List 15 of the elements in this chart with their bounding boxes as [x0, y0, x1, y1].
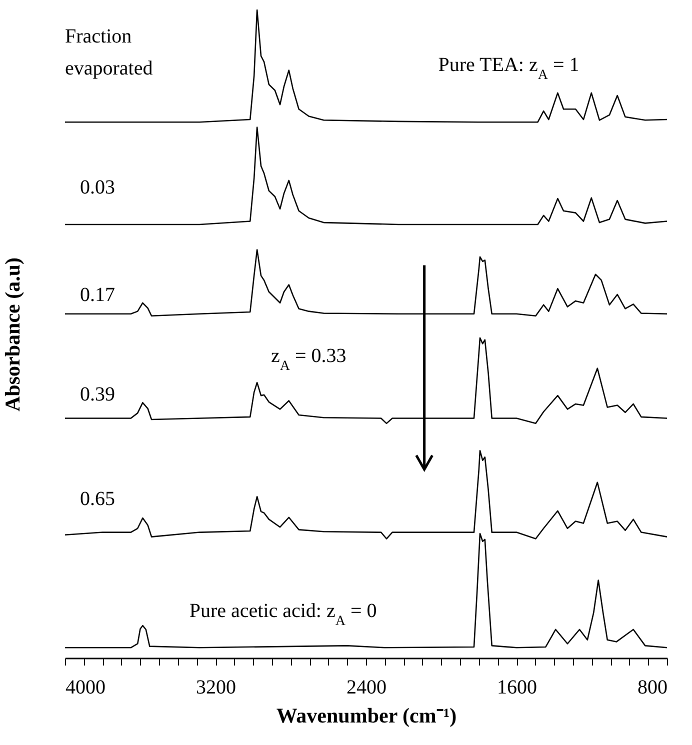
- series-label: 0.17: [80, 284, 116, 306]
- series-label: Pure TEA: z$_{A}$ = 1: [438, 54, 580, 82]
- annotation: Fraction evaporated: [65, 25, 153, 80]
- series-label: 0.03: [80, 176, 116, 198]
- series-label: 0.65: [80, 488, 116, 510]
- x-tick-label: 3200: [196, 676, 236, 698]
- x-tick-label: 1600: [497, 676, 537, 698]
- y-axis-title: Absorbance (a.u): [0, 257, 24, 412]
- x-tick-label: 4000: [66, 676, 106, 698]
- x-tick-label: 2400: [346, 676, 386, 698]
- series-label: Pure acetic acid: z$_{A}$ = 0: [189, 600, 377, 629]
- x-tick-label: 800: [638, 676, 668, 698]
- x-axis-title: Wavenumber (cm⁻¹): [276, 704, 457, 728]
- series-label: 0.39: [80, 384, 116, 406]
- annotation: z$_{A}$ = 0.33: [270, 344, 346, 374]
